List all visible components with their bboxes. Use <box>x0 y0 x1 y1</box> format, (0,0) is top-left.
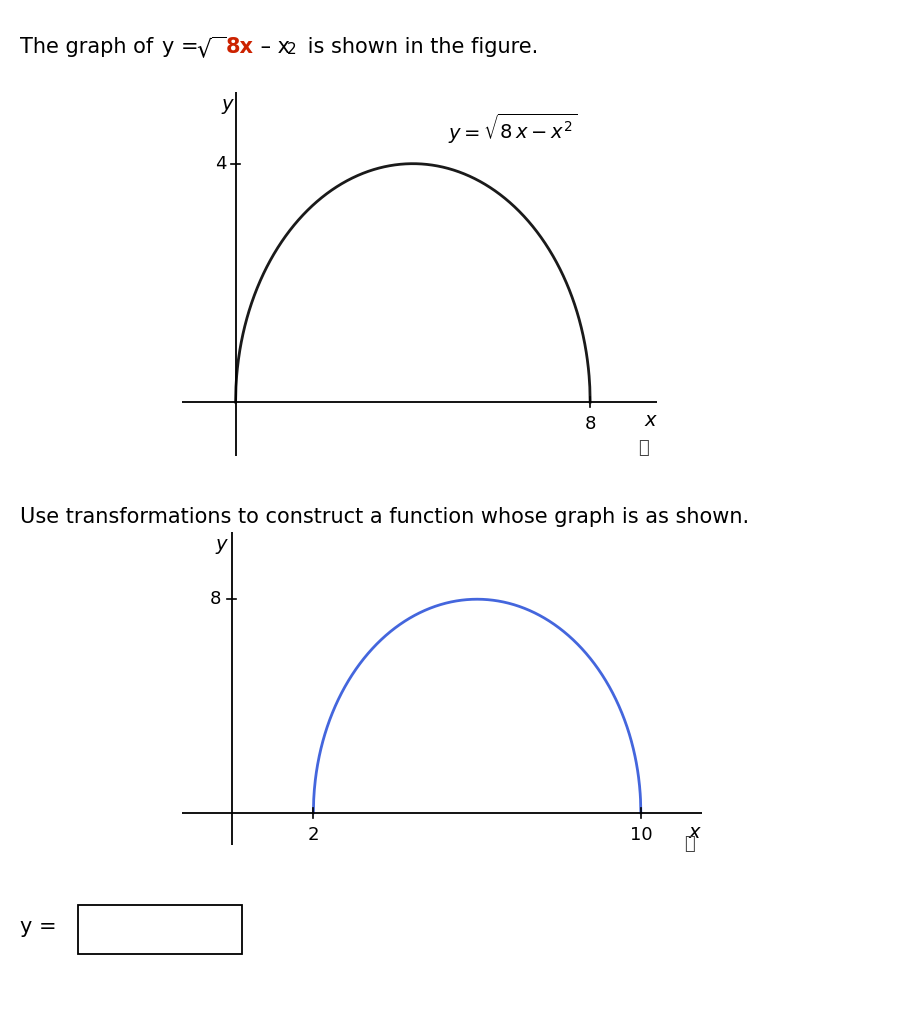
Text: x: x <box>688 823 699 843</box>
Text: y: y <box>216 536 227 554</box>
Text: 8: 8 <box>584 415 595 433</box>
Text: Use transformations to construct a function whose graph is as shown.: Use transformations to construct a funct… <box>20 507 748 527</box>
Text: ⓘ: ⓘ <box>684 836 694 853</box>
Text: is shown in the figure.: is shown in the figure. <box>301 37 537 57</box>
Text: y =: y = <box>20 916 56 937</box>
Text: 8x: 8x <box>226 37 254 57</box>
Text: $\sqrt{\ }$: $\sqrt{\ }$ <box>196 37 227 62</box>
Text: y: y <box>221 95 233 114</box>
Text: The graph of: The graph of <box>20 37 159 57</box>
Text: 8: 8 <box>210 590 221 608</box>
Text: 10: 10 <box>629 826 651 844</box>
Text: 4: 4 <box>215 155 227 173</box>
Text: $y = \sqrt{8\,x - x^2}$: $y = \sqrt{8\,x - x^2}$ <box>448 112 577 145</box>
Text: x: x <box>643 411 655 430</box>
Text: ⓘ: ⓘ <box>638 439 648 457</box>
Text: – x: – x <box>253 37 289 57</box>
Text: y =: y = <box>162 37 205 57</box>
Text: 2: 2 <box>287 42 297 57</box>
Text: 2: 2 <box>307 826 319 844</box>
